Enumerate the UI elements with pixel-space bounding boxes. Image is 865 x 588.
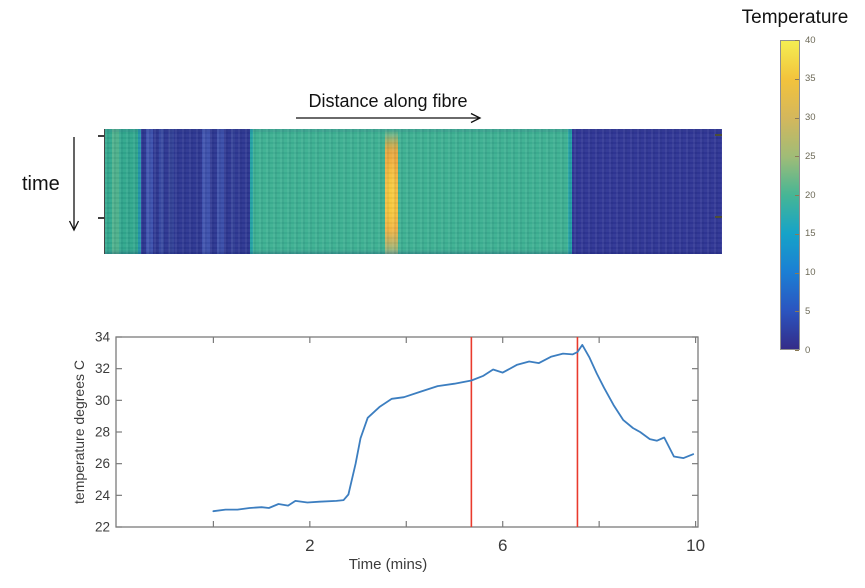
x-tick-label: 6 — [498, 536, 507, 555]
heatmap-band — [119, 129, 138, 254]
heatmap-texture — [105, 129, 722, 254]
heatmap-band — [112, 129, 119, 254]
colorbar-tick-label: 10 — [805, 267, 816, 278]
colorbar-tick-mark — [795, 272, 799, 274]
y-tick-label: 22 — [95, 520, 110, 535]
heatmap-image — [105, 129, 722, 254]
colorbar-title: Temperature — [741, 7, 849, 28]
colorbar-tick-mark — [795, 233, 799, 235]
heatmap-band — [253, 129, 568, 254]
time-arrow-head-icon — [68, 220, 80, 232]
x-tick-label: 10 — [686, 536, 705, 555]
colorbar-tick-label: 5 — [805, 305, 811, 317]
heatmap-band — [568, 129, 572, 254]
y-tick-label: 24 — [95, 488, 111, 503]
y-tick-label: 30 — [95, 393, 110, 408]
distance-arrow-head-icon — [470, 112, 482, 124]
plot-frame — [115, 336, 699, 528]
colorbar-tick-label: 15 — [805, 228, 816, 240]
colorbar-tick-label: 30 — [805, 112, 816, 123]
colorbar-tick-label: 40 — [805, 34, 816, 46]
heatmap-band — [217, 129, 224, 254]
heatmap-band — [169, 129, 174, 254]
heatmap-band — [231, 129, 235, 254]
heatmap-texture — [105, 129, 722, 132]
temperature-curve — [212, 343, 695, 513]
y-tick-label: 26 — [95, 456, 110, 471]
colorbar-tick-mark — [795, 350, 799, 351]
colorbar-tick-mark — [795, 117, 799, 119]
heatmap-band — [159, 129, 164, 254]
heatmap-axis-line — [104, 129, 105, 254]
heatmap-texture — [105, 249, 722, 254]
y-tick-label: 34 — [95, 330, 111, 345]
heatmap-tick — [98, 217, 105, 219]
heatmap-band — [105, 129, 112, 254]
heatmap-xlabel: Distance along fibre — [308, 91, 468, 111]
heatmap-band — [572, 129, 722, 254]
heatmap-band — [138, 129, 141, 254]
y-tick-label: 32 — [95, 361, 110, 376]
line-chart-ylabel: temperature degrees C — [71, 360, 87, 504]
heatmap-band — [146, 129, 153, 254]
colorbar-tick-label: 25 — [805, 150, 816, 162]
colorbar-tick-label: 20 — [805, 189, 816, 201]
colorbar-tick-label: 35 — [805, 73, 816, 85]
colorbar-tick-mark — [795, 40, 799, 41]
colorbar-tick-mark — [795, 156, 799, 158]
heatmap-band — [250, 129, 253, 254]
colorbar-tick-mark — [795, 311, 799, 313]
x-tick-label: 2 — [305, 536, 314, 555]
line-chart-xlabel: Time (mins) — [348, 556, 428, 573]
heatmap-band — [202, 129, 210, 254]
heatmap-tick — [715, 134, 722, 136]
colorbar-tick-mark — [795, 78, 799, 80]
heatmap-tick — [715, 216, 722, 218]
y-tick-label: 28 — [95, 425, 110, 440]
heatmap-tick — [98, 135, 105, 137]
colorbar-tick-label: 0 — [805, 344, 811, 356]
heatmap-ylabel: time — [22, 173, 60, 195]
heatmap-hot-stripe-core — [387, 129, 395, 254]
colorbar-tick-mark — [795, 195, 799, 196]
